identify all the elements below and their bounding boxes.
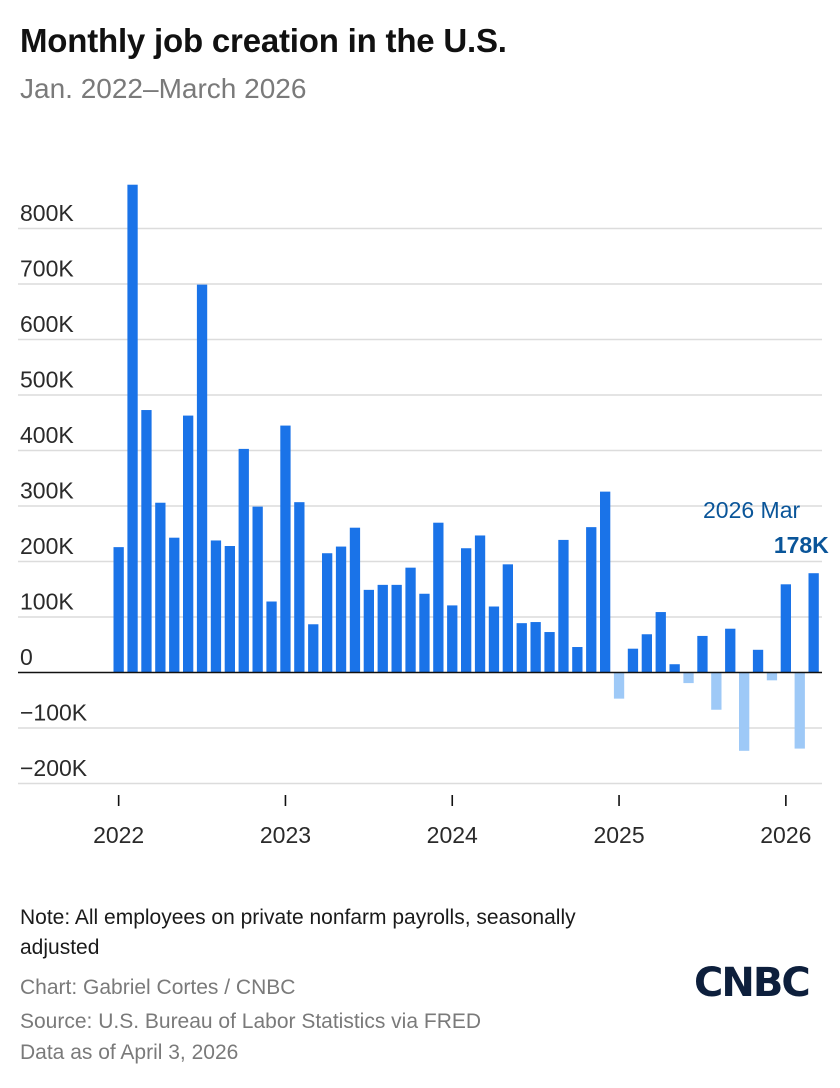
bar: Jan 2026: 158K — [780, 584, 791, 672]
y-tick-label: 300K — [20, 478, 74, 504]
bar: Jan 2025: -48K — [613, 672, 625, 699]
bar: Feb 2024: 223K — [461, 548, 472, 673]
bar: Dec 2025: -15K — [766, 672, 778, 681]
bar: Nov 2024: 261K — [586, 527, 597, 672]
y-tick-label: 0 — [20, 644, 33, 670]
bar: Jul 2024: 90K — [530, 622, 541, 672]
bar: Mar 2024: 246K — [474, 535, 486, 672]
bar: Mar 2022: 472K — [141, 410, 152, 672]
bar: Feb 2023: 306K — [294, 502, 305, 672]
bar: Jun 2022: 462K — [183, 415, 194, 672]
bar: Jun 2024: 88K — [516, 623, 527, 672]
bar: May 2025: 14K — [669, 664, 680, 672]
chart-title: Monthly job creation in the U.S. — [20, 22, 507, 59]
x-tick-label: 2024 — [427, 822, 478, 848]
y-tick-label: 600K — [20, 311, 74, 337]
bar: Nov 2023: 141K — [419, 593, 430, 673]
bar: Nov 2022: 298K — [252, 506, 263, 672]
bar: Sep 2024: 238K — [558, 539, 569, 672]
bar: Feb 2022: 878K — [127, 184, 138, 672]
bar: Mar 2026: 178K — [808, 573, 819, 672]
bar: May 2023: 226K — [335, 546, 347, 672]
bar-chart: Jan 2022: 225KFeb 2022: 878KMar 2022: 47… — [18, 184, 829, 848]
bar: Oct 2024: 45K — [572, 647, 583, 672]
bar: Oct 2025: -142K — [739, 672, 750, 751]
y-tick-label: 100K — [20, 589, 74, 615]
chart-subtitle: Jan. 2022–March 2026 — [20, 73, 307, 104]
bar: Nov 2025: 40K — [752, 649, 764, 672]
bar: Sep 2023: 157K — [391, 584, 402, 673]
bar: Oct 2022: 402K — [238, 448, 249, 672]
data-date: Data as of April 3, 2026 — [20, 1041, 239, 1064]
bar: Mar 2025: 68K — [641, 634, 652, 672]
bar: Jan 2023: 444K — [280, 425, 291, 672]
bar: Apr 2022: 305K — [155, 502, 166, 673]
y-tick-label: 400K — [20, 422, 74, 448]
bar: Jul 2023: 148K — [363, 589, 374, 672]
bar: Sep 2022: 227K — [224, 546, 235, 672]
y-tick-label: 500K — [20, 367, 74, 393]
bar: Aug 2025: -68K — [711, 672, 722, 710]
source-text: Source: U.S. Bureau of Labor Statistics … — [20, 1010, 482, 1033]
bar: Dec 2022: 127K — [266, 601, 277, 672]
bar: Oct 2023: 188K — [405, 567, 416, 672]
tick-labels: 800K 700K 600K 500K 400K 300K 200K 100K 0 −100K −2… — [20, 200, 811, 848]
footnote: Note: All employees on private nonfarm p… — [20, 906, 576, 959]
bar: Mar 2023: 86K — [308, 624, 319, 672]
gridlines — [18, 227, 822, 785]
y-tick-label: −200K — [20, 755, 88, 781]
bar: Apr 2024: 118K — [488, 606, 500, 672]
bar: Jun 2023: 260K — [349, 527, 361, 672]
axes — [18, 671, 822, 806]
y-tick-label: 200K — [20, 533, 74, 559]
bar: Jul 2025: 65K — [697, 635, 708, 673]
x-tick-label: 2023 — [260, 822, 311, 848]
bar: Aug 2023: 157K — [377, 584, 388, 673]
bar: Sep 2025: 78K — [725, 628, 736, 672]
bar: Apr 2025: 108K — [655, 612, 666, 672]
bar: Aug 2022: 237K — [210, 540, 222, 672]
bar: Dec 2023: 269K — [433, 522, 444, 672]
chart-credit: Chart: Gabriel Cortes / CNBC — [20, 976, 296, 999]
bar: May 2022: 242K — [169, 537, 180, 672]
bar: Jan 2024: 120K — [447, 605, 458, 672]
bar: Feb 2025: 42K — [627, 648, 639, 672]
bar: Apr 2023: 214K — [322, 553, 333, 672]
y-tick-label: 700K — [20, 256, 74, 282]
y-tick-label: −100K — [20, 700, 88, 726]
bar: Jul 2022: 698K — [196, 284, 208, 672]
cnbc-logo: CNBC — [694, 960, 811, 1006]
bar: Jun 2025: -20K — [683, 672, 694, 684]
y-tick-label: 800K — [20, 200, 74, 226]
callout-value: 178K — [774, 532, 829, 558]
bar: Aug 2024: 72K — [544, 632, 555, 672]
x-tick-label: 2022 — [93, 822, 144, 848]
bar: Dec 2024: 325K — [600, 491, 611, 673]
bar: Jan 2022: 225K — [113, 547, 124, 673]
x-tick-label: 2026 — [760, 822, 811, 848]
x-tick-label: 2025 — [593, 822, 644, 848]
callout: 2026 Mar 178K — [703, 497, 829, 558]
bar: May 2024: 194K — [502, 564, 513, 672]
bars: Jan 2022: 225KFeb 2022: 878KMar 2022: 47… — [113, 184, 819, 751]
callout-label: 2026 Mar — [703, 497, 801, 523]
bar: Feb 2026: -138K — [794, 672, 805, 749]
